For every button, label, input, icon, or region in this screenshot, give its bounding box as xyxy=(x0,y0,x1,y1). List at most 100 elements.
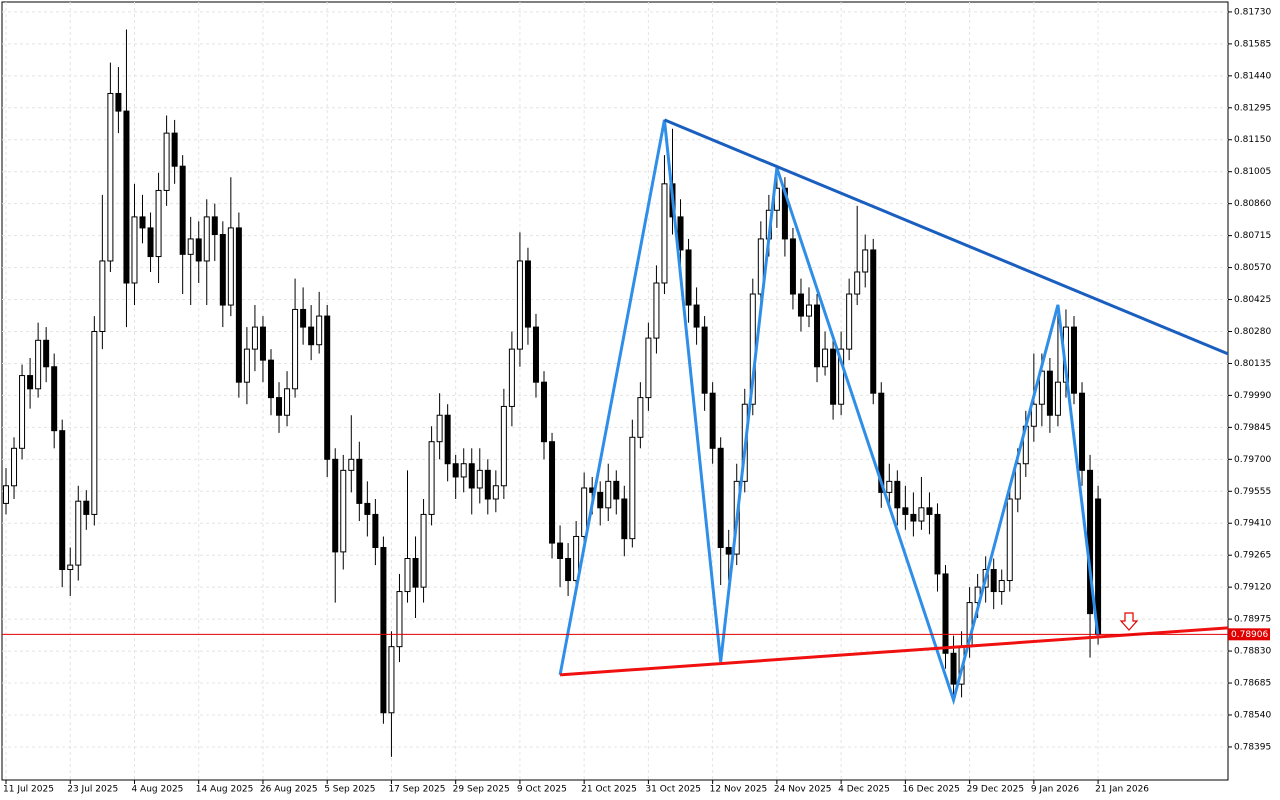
y-tick-label: 0.80570 xyxy=(1234,263,1271,273)
candle-body xyxy=(396,591,403,648)
candle-body xyxy=(227,227,234,306)
candle-body xyxy=(163,132,170,191)
y-tick-label: 0.80425 xyxy=(1234,295,1271,305)
candle-body xyxy=(934,513,941,575)
candle-body xyxy=(1030,403,1037,427)
candle-body xyxy=(1006,498,1013,582)
y-tick-label: 0.80135 xyxy=(1234,359,1271,369)
candle-body xyxy=(3,485,9,504)
candle-body xyxy=(139,216,146,229)
candle-body xyxy=(910,513,917,522)
candle-body xyxy=(846,293,853,350)
candle-body xyxy=(685,249,692,306)
x-tick-label: 4 Dec 2025 xyxy=(838,785,890,795)
x-tick-label: 12 Nov 2025 xyxy=(710,785,768,795)
x-tick-label: 23 Jul 2025 xyxy=(67,785,118,795)
x-tick-label: 29 Dec 2025 xyxy=(967,785,1025,795)
y-tick-label: 0.78395 xyxy=(1234,742,1271,752)
candle-body xyxy=(565,558,572,582)
candle-body xyxy=(942,573,949,654)
candle-body xyxy=(500,405,507,487)
candle-body xyxy=(444,414,451,465)
candle-body xyxy=(581,487,588,537)
candle-body xyxy=(308,326,315,346)
candle-body xyxy=(83,500,90,515)
y-tick-label: 0.80280 xyxy=(1234,327,1271,337)
y-tick-label: 0.79265 xyxy=(1234,551,1271,561)
y-tick-label: 0.79845 xyxy=(1234,423,1271,433)
candle-body xyxy=(259,326,266,361)
x-tick-label: 9 Oct 2025 xyxy=(517,785,567,795)
candle-body xyxy=(613,480,620,500)
candle-body xyxy=(950,652,957,685)
candle-body xyxy=(171,132,178,167)
x-tick-label: 16 Dec 2025 xyxy=(902,785,960,795)
candle-body xyxy=(870,249,877,394)
candle-body xyxy=(717,447,724,548)
candle-body xyxy=(516,260,523,350)
y-tick-label: 0.79990 xyxy=(1234,391,1271,401)
candle-body xyxy=(541,381,548,443)
candle-body xyxy=(316,315,323,346)
candle-body xyxy=(757,238,764,295)
trend-line xyxy=(559,626,1228,677)
candle-body xyxy=(59,430,66,571)
y-tick-label: 0.80860 xyxy=(1234,199,1271,209)
y-tick-label: 0.81730 xyxy=(1234,7,1271,17)
candle-body xyxy=(219,234,226,306)
candle-body xyxy=(243,348,250,383)
candle-body xyxy=(637,397,644,438)
candle-body xyxy=(990,569,997,593)
candle-body xyxy=(862,249,869,273)
candle-body xyxy=(998,580,1005,593)
candle-body xyxy=(332,458,339,553)
candle-body xyxy=(854,271,861,295)
candle-body xyxy=(693,304,700,328)
candle-body xyxy=(814,304,821,368)
x-tick-label: 14 Aug 2025 xyxy=(196,785,254,795)
candle-body xyxy=(412,558,419,588)
candle-body xyxy=(51,366,58,432)
y-tick-label: 0.79120 xyxy=(1234,583,1271,593)
candle-body xyxy=(605,480,612,509)
y-tick-label: 0.79555 xyxy=(1234,487,1271,497)
candle-body xyxy=(1014,463,1021,500)
candle-body xyxy=(115,92,122,112)
x-tick-label: 26 Aug 2025 xyxy=(260,785,318,795)
candle-body xyxy=(902,507,909,515)
candle-body xyxy=(460,463,467,478)
candle-body xyxy=(19,375,26,449)
candle-body xyxy=(629,436,636,540)
candle-body xyxy=(1046,370,1053,416)
candle-body xyxy=(508,348,515,407)
candle-body xyxy=(235,227,242,383)
sell-arrow xyxy=(1119,612,1139,631)
candle-body xyxy=(404,558,411,593)
x-tick-label: 17 Sep 2025 xyxy=(388,785,445,795)
candle-body xyxy=(284,388,291,416)
candle-body xyxy=(292,308,299,390)
candle-body xyxy=(725,546,732,555)
candle-body xyxy=(436,414,443,443)
candle-body xyxy=(838,348,845,405)
candle-body xyxy=(653,282,660,339)
y-tick-label: 0.78540 xyxy=(1234,710,1271,720)
y-tick-label: 0.81585 xyxy=(1234,39,1271,49)
candle-body xyxy=(75,500,82,566)
x-tick-label: 5 Sep 2025 xyxy=(324,785,375,795)
candle-body xyxy=(428,441,435,515)
candle-body xyxy=(195,238,202,262)
candle-body xyxy=(797,293,804,317)
x-tick-label: 11 Jul 2025 xyxy=(3,785,54,795)
y-tick-label: 0.81295 xyxy=(1234,103,1271,113)
candle-body xyxy=(267,359,274,399)
candle-body xyxy=(35,339,42,390)
x-tick-label: 4 Aug 2025 xyxy=(131,785,183,795)
candle-body xyxy=(179,165,186,255)
candle-body xyxy=(187,238,194,255)
candle-body xyxy=(476,469,483,489)
plot-area xyxy=(1,1,1229,781)
candle-body xyxy=(524,260,531,328)
candle-body xyxy=(155,189,162,258)
x-tick-label: 9 Jan 2026 xyxy=(1031,785,1079,795)
